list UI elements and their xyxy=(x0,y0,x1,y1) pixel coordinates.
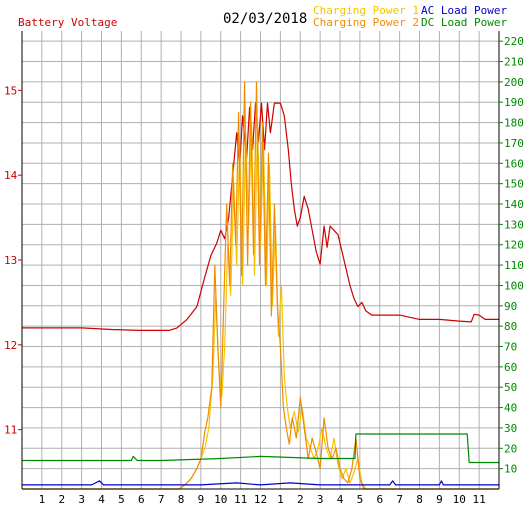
legend-ac-load-power: AC Load Power xyxy=(421,4,508,17)
y-left-tick-label: 11 xyxy=(4,424,17,437)
y-right-tick-label: 30 xyxy=(504,422,517,435)
chart-date: 02/03/2018 xyxy=(223,11,308,27)
x-tick-label: 2 xyxy=(297,493,304,506)
y-right-tick-label: 200 xyxy=(504,76,524,89)
y-left-tick-label: 12 xyxy=(4,339,17,352)
y-right-tick-label: 170 xyxy=(504,137,524,150)
x-tick-label: 4 xyxy=(337,493,344,506)
x-tick-label: 7 xyxy=(396,493,403,506)
legend-charging-power-2: Charging Power 2 xyxy=(313,16,419,29)
legend-dc-load-power: DC Load Power xyxy=(421,16,508,29)
y-right-tick-label: 40 xyxy=(504,402,517,415)
x-tick-label: 5 xyxy=(357,493,364,506)
y-right-tick-label: 180 xyxy=(504,117,524,130)
x-tick-label: 2 xyxy=(58,493,65,506)
chart-series xyxy=(22,81,499,490)
x-tick-label: 9 xyxy=(198,493,205,506)
x-tick-label: 12 xyxy=(254,493,267,506)
x-tick-label: 11 xyxy=(234,493,247,506)
y-right-tick-label: 20 xyxy=(504,442,517,455)
x-tick-label: 8 xyxy=(178,493,185,506)
chart-axes xyxy=(18,31,503,490)
y-right-tick-label: 190 xyxy=(504,96,524,109)
legend-battery-voltage: Battery Voltage xyxy=(18,16,118,29)
series-battery-voltage xyxy=(22,102,499,331)
y-right-tick-label: 50 xyxy=(504,381,517,394)
y-right-tick-label: 150 xyxy=(504,178,524,191)
x-tick-label: 11 xyxy=(473,493,486,506)
x-tick-label: 10 xyxy=(453,493,466,506)
y-right-tick-label: 120 xyxy=(504,239,524,252)
x-tick-label: 9 xyxy=(436,493,443,506)
y-right-tick-label: 210 xyxy=(504,56,524,69)
series-dc-load-power xyxy=(22,433,499,464)
series-ac-load-power xyxy=(22,480,499,486)
y-right-tick-label: 160 xyxy=(504,157,524,170)
chart-tick-labels: 1112131415102030405060708090100110120130… xyxy=(4,35,524,506)
x-tick-label: 3 xyxy=(78,493,85,506)
chart-grid xyxy=(21,31,500,489)
x-tick-label: 4 xyxy=(98,493,105,506)
y-right-tick-label: 130 xyxy=(504,218,524,231)
x-tick-label: 6 xyxy=(138,493,145,506)
x-tick-label: 7 xyxy=(158,493,165,506)
x-tick-label: 5 xyxy=(118,493,125,506)
y-left-tick-label: 14 xyxy=(4,169,18,182)
y-right-tick-label: 100 xyxy=(504,279,524,292)
y-left-tick-label: 15 xyxy=(4,84,17,97)
x-tick-label: 8 xyxy=(416,493,423,506)
y-right-tick-label: 110 xyxy=(504,259,524,272)
y-left-tick-label: 13 xyxy=(4,254,17,267)
y-right-tick-label: 60 xyxy=(504,361,517,374)
y-right-tick-label: 70 xyxy=(504,341,517,354)
x-tick-label: 6 xyxy=(376,493,383,506)
x-tick-label: 1 xyxy=(277,493,284,506)
x-tick-label: 3 xyxy=(317,493,324,506)
legend-charging-power-1: Charging Power 1 xyxy=(313,4,419,17)
y-right-tick-label: 10 xyxy=(504,463,517,476)
y-right-tick-label: 80 xyxy=(504,320,517,333)
x-tick-label: 1 xyxy=(39,493,46,506)
y-right-tick-label: 220 xyxy=(504,35,524,48)
y-right-tick-label: 140 xyxy=(504,198,524,211)
x-tick-label: 10 xyxy=(214,493,227,506)
y-right-tick-label: 90 xyxy=(504,300,517,313)
